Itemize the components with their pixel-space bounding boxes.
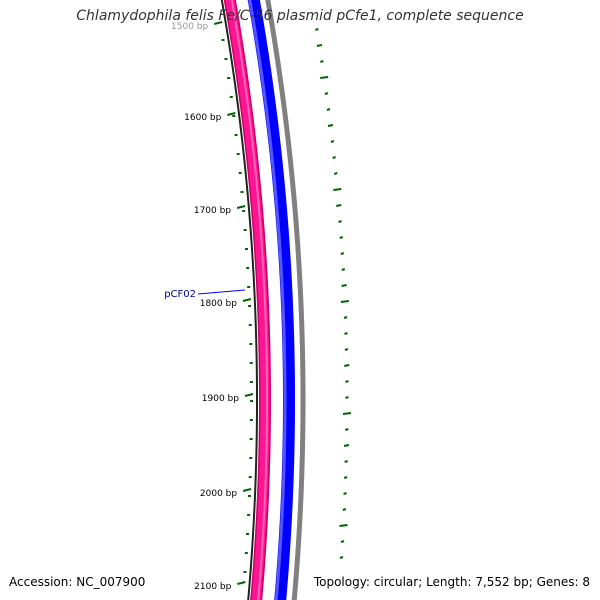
gc-tick xyxy=(342,508,347,511)
gc-tick xyxy=(343,316,348,319)
map-title: Chlamydophila felis Fe/C-56 plasmid pCfe… xyxy=(76,8,524,24)
gc-tick xyxy=(333,188,342,191)
gc-tick xyxy=(340,300,350,303)
gc-tick xyxy=(344,364,350,367)
blue-track xyxy=(247,0,295,600)
feature-label-group: pCF02 xyxy=(164,289,246,300)
gc-tick xyxy=(336,204,342,207)
bp-major-tick xyxy=(213,21,223,25)
bp-tick-label: 1800 bp xyxy=(200,299,237,309)
gc-tick xyxy=(326,108,331,111)
bp-tick-label: 1700 bp xyxy=(194,206,231,216)
gc-tick xyxy=(332,156,336,159)
gc-tick xyxy=(327,124,334,127)
gc-tick xyxy=(345,380,349,383)
gc-tick xyxy=(320,60,324,63)
bp-tick-label: 2000 bp xyxy=(200,489,237,499)
gc-tick xyxy=(330,140,335,143)
gc-tick xyxy=(316,44,323,47)
bp-tick-label: 1900 bp xyxy=(202,394,239,404)
outer-grey-track xyxy=(265,0,306,600)
gc-tick xyxy=(344,428,349,431)
gc-tick xyxy=(338,220,342,223)
gc-tick xyxy=(344,348,349,351)
gc-tick xyxy=(344,332,348,335)
bp-tick-label: 2100 bp xyxy=(194,582,231,592)
gc-tick xyxy=(340,252,345,255)
bp-major-tick xyxy=(237,581,246,585)
gc-tick xyxy=(345,396,349,399)
gc-tick xyxy=(339,236,344,239)
bp-major-tick xyxy=(227,112,236,116)
tracks-group xyxy=(220,0,306,600)
gc-tick xyxy=(343,444,350,447)
gc-tick xyxy=(341,284,347,287)
feature-leader-line xyxy=(197,289,246,295)
bp-tick-label: 1600 bp xyxy=(184,113,221,123)
gc-tick xyxy=(343,476,348,479)
feature-label-pcf02[interactable]: pCF02 xyxy=(164,289,196,300)
accession-text: Accession: NC_007900 xyxy=(9,575,146,589)
gc-tick xyxy=(320,76,329,79)
backbone-line xyxy=(220,0,258,600)
bp-tick-label: 1500 bp xyxy=(171,22,208,32)
gc-skew-ticks xyxy=(315,28,352,559)
bp-major-tick xyxy=(242,298,252,302)
gc-tick xyxy=(342,412,352,415)
gc-tick xyxy=(339,524,348,527)
blue-track-highlight xyxy=(248,0,287,600)
gc-tick xyxy=(343,492,347,495)
bp-major-tick xyxy=(236,205,246,209)
gc-tick xyxy=(339,556,344,559)
gc-tick xyxy=(333,172,338,175)
bp-major-tick xyxy=(242,488,252,492)
bp-ticks-group: 1500 bp 1600 bp 1700 bp 1800 bp 1900 bp 2000 … xyxy=(171,21,254,592)
gc-tick xyxy=(324,92,329,95)
summary-text: Topology: circular; Length: 7,552 bp; Ge… xyxy=(313,575,590,589)
pink-track-highlight xyxy=(230,0,268,600)
gc-tick xyxy=(340,540,345,543)
gc-tick xyxy=(344,460,348,463)
pink-track xyxy=(225,0,270,600)
bp-major-tick xyxy=(244,393,254,397)
gc-tick xyxy=(341,268,346,271)
gc-tick xyxy=(315,28,319,31)
